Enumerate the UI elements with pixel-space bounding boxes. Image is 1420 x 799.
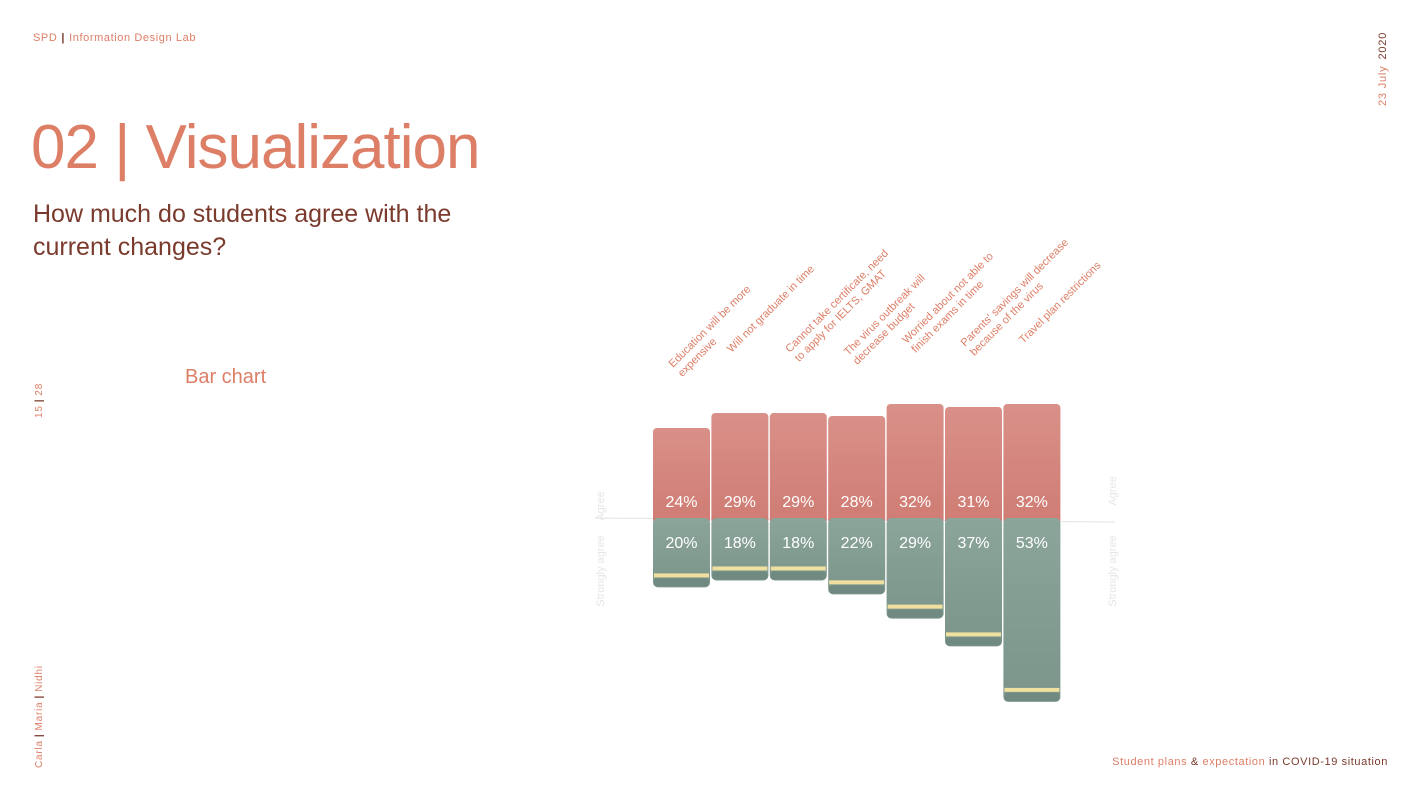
- footer-part1: Student plans: [1112, 756, 1188, 768]
- bar-shade: [829, 585, 885, 594]
- label-strongly-agree: 53%: [1016, 535, 1048, 552]
- label-strongly-agree: 18%: [724, 535, 756, 552]
- bar-agree: [828, 416, 886, 524]
- axis-label-agree-right: Agree: [1107, 476, 1119, 505]
- page-subtitle: How much do students agree with the curr…: [33, 200, 452, 261]
- bar-agree: [886, 404, 944, 524]
- bar-strongly-agree: [1003, 518, 1061, 702]
- bar-shade: [712, 571, 768, 580]
- label-strongly-agree: 18%: [782, 535, 814, 552]
- footer-part3: in COVID-19 situation: [1269, 756, 1388, 768]
- label-strongly-agree: 37%: [957, 535, 989, 552]
- axis-label-agree-left: Agree: [595, 491, 607, 520]
- bar-shade: [1004, 692, 1060, 701]
- label-agree: 32%: [1016, 494, 1048, 511]
- label-agree: 24%: [665, 494, 697, 511]
- lab-name: Information Design Lab: [69, 32, 197, 44]
- axis-label-strongly-right: Strongly agree: [1107, 535, 1119, 607]
- bar-strongly-agree: [945, 518, 1002, 647]
- label-strongly-agree: 20%: [665, 535, 697, 552]
- bar-band: [712, 566, 768, 571]
- label-agree: 29%: [724, 494, 756, 511]
- bar-shade: [770, 571, 826, 580]
- bar-band: [770, 566, 826, 571]
- brand-line: SPD | Information Design Lab: [33, 32, 196, 44]
- bar-strongly-agree: [828, 518, 886, 595]
- footer-part2: expectation: [1202, 756, 1266, 768]
- bar-band: [654, 573, 709, 578]
- bar-shade: [654, 578, 709, 587]
- bar-agree: [653, 428, 710, 524]
- label-strongly-agree: 29%: [899, 535, 931, 552]
- bar-strongly-agree: [653, 518, 710, 588]
- label-strongly-agree: 22%: [841, 535, 873, 552]
- bar-band: [1004, 687, 1060, 692]
- label-agree: 32%: [899, 494, 931, 511]
- label-agree: 29%: [782, 494, 814, 511]
- bar-agree: [1003, 404, 1061, 524]
- bar-agree: [945, 407, 1002, 524]
- bar-agree: [711, 413, 769, 524]
- bar-strongly-agree: [769, 518, 827, 581]
- page-title: 02 | Visualization: [31, 113, 480, 182]
- section-label: Bar chart: [185, 366, 267, 388]
- bar-strongly-agree: [886, 518, 944, 619]
- org-name: SPD: [33, 32, 58, 44]
- category-label-line: Education will be more: [667, 283, 754, 370]
- bar-band: [829, 580, 885, 585]
- bar-band: [887, 604, 943, 609]
- bar-band: [946, 632, 1001, 637]
- bar-agree: [769, 413, 827, 524]
- brand-separator: |: [61, 32, 66, 44]
- bar-shade: [887, 609, 943, 618]
- bar-shade: [946, 637, 1001, 646]
- footer-amp: &: [1190, 756, 1199, 768]
- footer: Student plans & expectation in COVID-19 …: [1112, 756, 1388, 768]
- label-agree: 31%: [957, 494, 989, 511]
- bar-strongly-agree: [711, 518, 769, 581]
- axis-label-strongly-left: Strongly agree: [595, 535, 607, 607]
- label-agree: 28%: [841, 494, 873, 511]
